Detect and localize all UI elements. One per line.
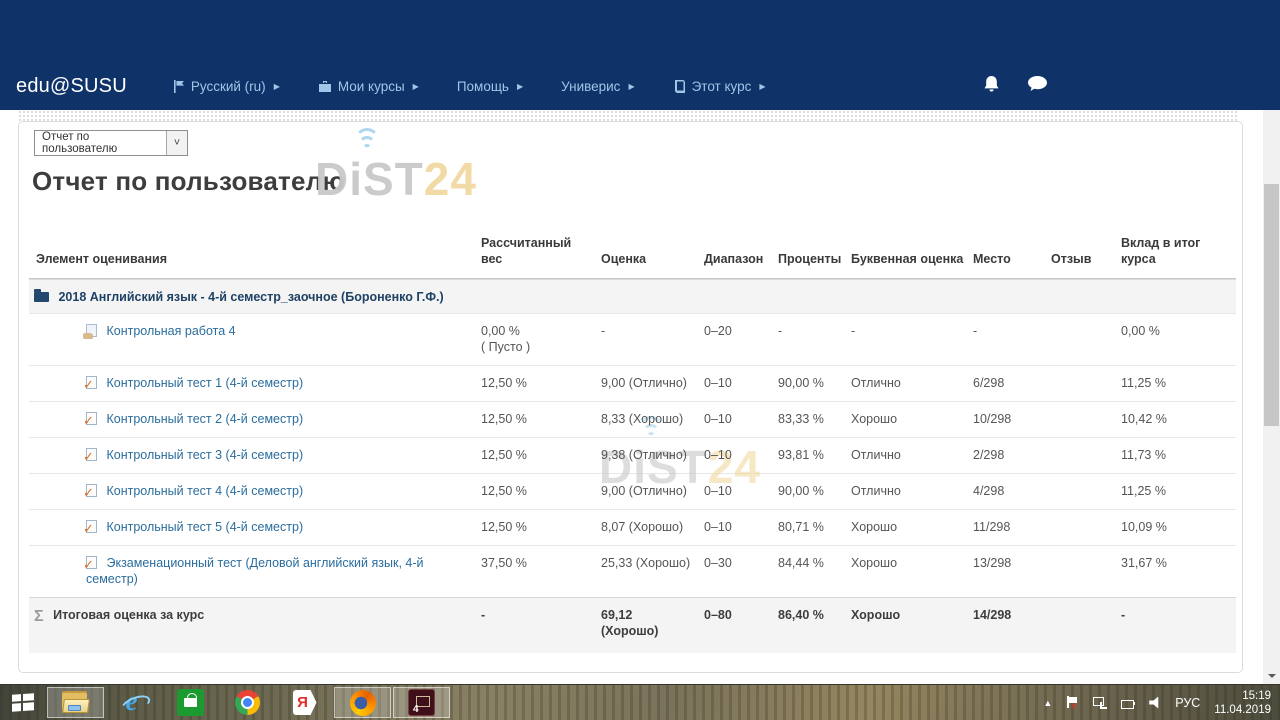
scrollbar-thumb[interactable] [1264,184,1279,426]
book-icon [674,79,685,93]
internet-explorer-icon: e [120,686,148,717]
site-logo[interactable]: edu@SUSU [16,74,127,97]
grade-item-link[interactable]: Контрольный тест 3 (4-й семестр) [106,448,304,462]
grade-item-link[interactable]: Контрольный тест 5 (4-й семестр) [106,520,304,534]
menu-language[interactable]: Русский (ru) ▶ [153,73,299,100]
quiz-icon [83,520,97,537]
taskbar-chrome[interactable] [219,685,276,720]
table-row: Экзаменационный тест (Деловой английский… [29,545,1236,597]
system-tray: ▲ ✕ РУС 15:19 11.04.2019 [1043,685,1280,720]
bell-icon[interactable] [983,76,1000,94]
col-header: Вклад в итог курса [1121,236,1201,266]
menu-my-courses[interactable]: Мои курсы ▶ [299,73,438,100]
table-header-row: Элемент оценивания Рассчитанный вес Оцен… [29,226,1236,279]
chrome-icon [235,690,260,715]
table-row: Контрольный тест 5 (4-й семестр) 12,50 %… [29,509,1236,545]
briefcase-icon [318,80,331,92]
assignment-icon [83,324,97,339]
main-menu: Русский (ru) ▶ Мои курсы ▶ Помощь ▶ Унив… [153,73,785,100]
chevron-right-icon: ▶ [759,81,766,91]
windows-taskbar: e Я ▲ ✕ РУС 15:19 11.04.2019 [0,684,1280,720]
firefox-icon [349,689,376,716]
chevron-right-icon: ▶ [412,81,419,91]
taskbar-file-explorer[interactable] [47,687,104,718]
action-center-flag-icon[interactable]: ✕ [1066,696,1079,711]
table-row: Контрольная работа 4 0,00 %( Пусто ) - 0… [29,313,1236,365]
taskbar-yandex-browser[interactable]: Я [276,685,333,720]
menu-this-course[interactable]: Этот курс ▶ [654,73,785,100]
course-total-label: Итоговая оценка за курс [53,608,205,622]
language-indicator[interactable]: РУС [1175,695,1201,710]
menu-help[interactable]: Помощь ▶ [456,78,524,94]
yandex-browser-icon: Я [292,690,317,715]
start-button[interactable] [0,685,46,720]
tray-time: 15:19 [1242,689,1271,702]
flag-icon [173,79,184,93]
chevron-right-icon: ▶ [516,81,524,91]
taskbar-archive-app[interactable] [393,687,450,718]
col-header: Оценка [601,252,647,266]
network-icon[interactable] [1093,696,1108,709]
col-header: Место [973,252,1011,266]
content-card: Отчет по пользователю ˅ Отчет по пользов… [18,121,1243,673]
col-header: Буквенная оценка [851,252,964,266]
top-navbar: edu@SUSU Русский (ru) ▶ Мои курсы ▶ Помо… [0,0,1280,110]
grade-item-link[interactable]: Контрольный тест 4 (4-й семестр) [106,484,304,498]
col-header: Проценты [778,252,842,266]
battery-icon[interactable] [1121,697,1135,709]
windows-logo-icon [11,693,35,712]
category-row: 2018 Английский язык - 4-й семестр_заочн… [29,279,1236,313]
course-total-row: Итоговая оценка за курс - 69,12(Хорошо) … [29,597,1236,653]
table-row: Контрольный тест 2 (4-й семестр) 12,50 %… [29,401,1236,437]
category-link[interactable]: 2018 Английский язык - 4-й семестр_заочн… [58,290,444,304]
volume-icon[interactable] [1149,696,1159,709]
quiz-icon [83,556,97,573]
chevron-right-icon: ▶ [273,81,280,91]
taskbar-internet-explorer[interactable]: e [105,685,162,720]
tray-date: 11.04.2019 [1214,703,1271,716]
col-header: Отзыв [1051,252,1092,266]
grade-item-link[interactable]: Контрольный тест 2 (4-й семестр) [106,412,304,426]
quiz-icon [83,484,97,501]
wifi-arcs-icon [354,128,380,153]
taskbar-firefox[interactable] [334,687,391,718]
col-header: Рассчитанный вес [481,236,572,266]
clock[interactable]: 15:19 11.04.2019 [1214,689,1271,717]
chat-icon[interactable] [1028,76,1047,93]
file-explorer-icon [62,692,89,713]
select-chevron-icon: ˅ [166,131,187,155]
navbar-icons [983,76,1047,94]
quiz-icon [83,412,97,429]
tray-expand-icon[interactable]: ▲ [1043,697,1053,708]
sigma-icon [34,609,44,625]
quiz-icon [83,448,97,465]
archive-4-app-icon [408,689,435,716]
col-header: Диапазон [704,252,764,266]
selected-report-option: Отчет по пользователю [42,131,118,155]
scrollbar-down-arrow[interactable] [1263,668,1280,683]
windows-store-icon [177,689,204,716]
menu-univeris[interactable]: Универис ▶ [561,78,635,94]
grade-report-table: Элемент оценивания Рассчитанный вес Оцен… [29,226,1236,653]
page-texture-strip [18,110,1237,121]
quiz-icon [83,376,97,393]
grade-item-link[interactable]: Контрольная работа 4 [106,324,236,338]
col-header: Элемент оценивания [36,252,167,266]
chevron-right-icon: ▶ [628,81,635,91]
folder-icon [34,289,49,302]
table-row: Контрольный тест 4 (4-й семестр) 12,50 %… [29,473,1236,509]
page-title: Отчет по пользователю [32,166,345,196]
table-row: Контрольный тест 1 (4-й семестр) 12,50 %… [29,365,1236,401]
table-row: Контрольный тест 3 (4-й семестр) 12,50 %… [29,437,1236,473]
vertical-scrollbar[interactable] [1263,110,1280,684]
report-type-select[interactable]: Отчет по пользователю ˅ [34,130,188,156]
taskbar-windows-store[interactable] [162,685,219,720]
grade-item-link[interactable]: Контрольный тест 1 (4-й семестр) [106,376,304,390]
grade-item-link[interactable]: Экзаменационный тест (Деловой английский… [86,556,424,586]
